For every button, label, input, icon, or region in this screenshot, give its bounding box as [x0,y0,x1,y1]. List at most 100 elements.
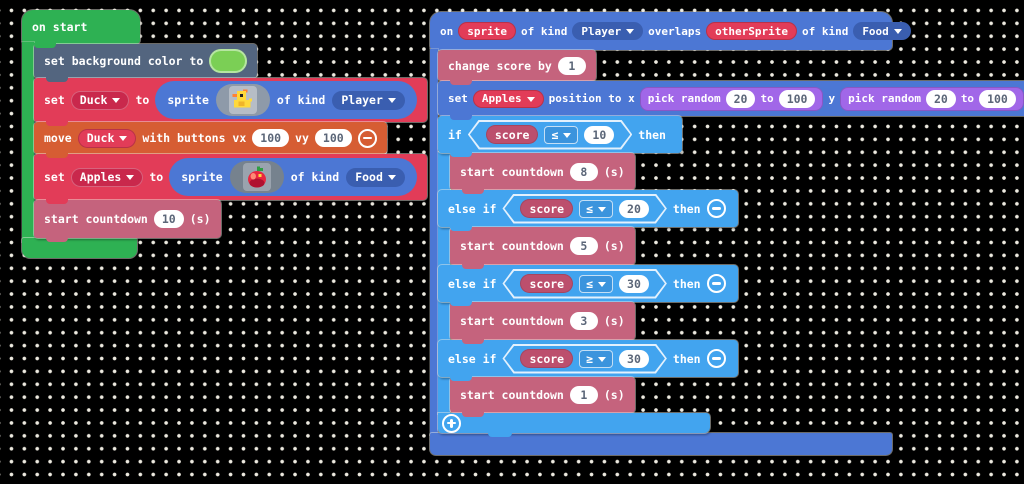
of-kind-label: of kind [521,24,568,38]
pick-random-label: pick random [848,92,921,105]
add-branch-icon[interactable] [442,413,461,433]
set-duck-sprite-block[interactable]: set Duck to sprite [34,78,427,126]
block-tab [488,432,512,437]
then-label: then [672,276,701,291]
collapse-params-icon[interactable] [357,128,377,148]
vy-value-field[interactable]: 100 [314,129,352,147]
variable-label: score [529,201,565,216]
player-kind-dropdown[interactable]: Player [332,90,405,110]
duck-variable-dropdown[interactable]: Duck [77,128,137,148]
score-reporter[interactable]: score [486,125,539,144]
random-max-field[interactable]: 100 [778,89,816,108]
sprite-label: sprite [167,93,209,107]
to-label: to [149,170,164,184]
sprite-constructor-block[interactable]: sprite of kind Food [169,158,417,196]
score-delta-field[interactable]: 1 [557,56,586,75]
on-overlap-event-block[interactable]: on sprite of kind Player overlaps otherS… [430,12,911,50]
operator-value: ≤ [586,276,594,291]
overlap-event-spine[interactable] [430,49,438,435]
operator-dropdown[interactable]: ≥ [579,350,613,368]
move-label: move [44,131,72,145]
apples-variable-dropdown[interactable]: Apples [472,89,544,108]
comparison-block[interactable]: score ≥ 30 [504,346,664,372]
on-start-footer[interactable] [22,238,137,258]
pick-random-y-block[interactable]: pick random 20 to 100 [840,86,1024,111]
start-countdown-block[interactable]: start countdown 10 (s) [34,200,221,242]
block-tab [450,115,472,120]
if-block-footer[interactable] [438,413,710,437]
operator-value: ≤ [551,127,559,142]
on-start-spine[interactable] [22,42,34,242]
othersprite-parameter[interactable]: otherSprite [706,22,797,40]
operator-dropdown[interactable]: ≤ [544,126,578,144]
set-background-color-block[interactable]: set background color to [34,44,258,82]
chevron-down-icon [598,357,606,362]
compare-value-field[interactable]: 20 [619,200,649,218]
sprite-image-button[interactable] [215,84,270,116]
start-countdown-label: start countdown [460,239,564,253]
operator-dropdown[interactable]: ≤ [579,200,613,218]
score-reporter[interactable]: score [520,274,573,293]
duck-variable-dropdown[interactable]: Duck [70,90,130,110]
else-if-arm[interactable]: else if score ≤ 30 then [438,265,738,306]
vx-value-field[interactable]: 100 [252,129,290,147]
random-min-field[interactable]: 20 [725,89,756,108]
variable-label: score [529,351,565,366]
food-kind-dropdown[interactable]: Food [853,22,911,40]
compare-value-field[interactable]: 30 [619,350,649,368]
block-tab [450,301,472,306]
remove-branch-icon[interactable] [706,349,726,368]
else-if-arm[interactable]: else if score ≥ 30 then [438,340,738,381]
condition-slot: score ≤ 20 [502,194,666,224]
start-countdown-block[interactable]: start countdown 3 (s) [450,302,635,344]
countdown-value-field[interactable]: 1 [569,386,598,404]
pick-random-x-block[interactable]: pick random 20 to 100 [639,86,824,111]
countdown-value-field[interactable]: 10 [153,210,184,228]
chevron-down-icon [387,98,396,103]
food-kind-dropdown[interactable]: Food [346,167,405,187]
dropdown-value: Food [862,24,889,38]
score-reporter[interactable]: score [520,199,573,218]
if-arm[interactable]: if score ≤ 10 then [438,116,682,157]
compare-value-field[interactable]: 10 [584,126,614,144]
remove-branch-icon[interactable] [706,274,726,293]
random-min-field[interactable]: 20 [925,89,956,108]
comparison-block[interactable]: score ≤ 20 [504,196,664,222]
block-tab [450,376,472,381]
block-tab [46,77,68,82]
apples-variable-dropdown[interactable]: Apples [70,167,144,187]
score-reporter[interactable]: score [520,349,573,368]
comparison-block[interactable]: score ≤ 10 [470,122,630,148]
sprite-parameter[interactable]: sprite [458,22,516,40]
start-countdown-block[interactable]: start countdown 5 (s) [450,227,635,269]
start-countdown-block[interactable]: start countdown 8 (s) [450,153,635,194]
on-start-block[interactable]: on start [22,10,140,48]
change-score-block[interactable]: change score by 1 [438,50,596,85]
move-with-buttons-block[interactable]: move Duck with buttons vx 100 vy 100 [34,122,387,158]
countdown-value-field[interactable]: 3 [569,312,598,330]
else-if-arm[interactable]: else if score ≤ 20 then [438,190,738,231]
remove-branch-icon[interactable] [706,199,726,218]
overlap-event-footer[interactable] [430,433,892,455]
of-kind-label: of kind [276,93,326,107]
countdown-value-field[interactable]: 8 [569,162,598,181]
operator-dropdown[interactable]: ≤ [579,275,613,293]
set-apples-sprite-block[interactable]: set Apples to sprite of [34,154,427,204]
sprite-image-button[interactable] [229,161,284,193]
background-color-swatch[interactable] [209,49,248,73]
start-countdown-label: start countdown [44,212,148,226]
comparison-block[interactable]: score ≤ 30 [504,271,664,297]
to-label: to [960,92,975,105]
random-max-field[interactable]: 100 [979,89,1016,108]
start-countdown-block[interactable]: start countdown 1 (s) [450,377,635,417]
then-label: then [672,201,701,216]
chevron-down-icon [598,207,606,212]
player-kind-dropdown[interactable]: Player [572,22,644,40]
compare-value-field[interactable]: 30 [619,275,649,293]
set-position-block[interactable]: set Apples position to x pick random 20 … [438,81,1024,120]
sprite-constructor-block[interactable]: sprite of kind Player [155,81,417,119]
countdown-value-field[interactable]: 5 [569,237,598,255]
parameter-label: otherSprite [715,24,788,38]
chevron-down-icon [112,98,121,103]
